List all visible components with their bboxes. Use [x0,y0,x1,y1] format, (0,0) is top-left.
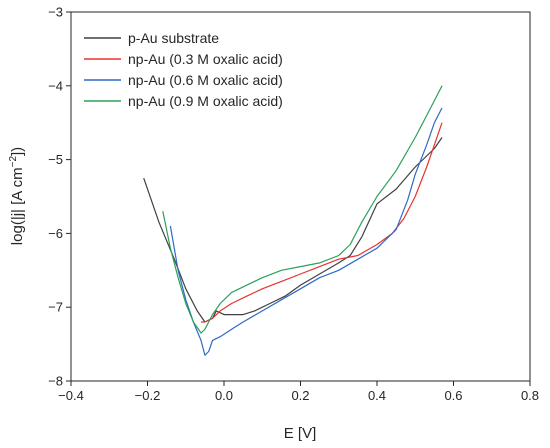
series-layer [143,85,443,356]
legend-label-2: np-Au (0.3 M oxalic acid) [128,51,283,67]
x-tick-label: −0.4 [58,388,84,403]
x-tick-label: 0.0 [215,388,233,403]
x-tick-label: 0.2 [291,388,309,403]
x-axis: −0.4 −0.2 0.0 0.2 0.4 0.6 0.8 [58,381,539,403]
x-tick-label: −0.2 [135,388,161,403]
legend-label-4: np-Au (0.9 M oxalic acid) [128,93,283,109]
y-tick-label: −3 [48,5,63,20]
y-axis-title-tail: ]) [9,147,26,156]
y-axis-title-superscript: −2 [8,156,19,168]
series-line-2 [201,122,443,323]
y-axis-title: log(|j| [A cm−2]) [8,147,26,245]
y-axis: −8 −7 −6 −5 −4 −3 [48,5,71,389]
x-tick-label: 0.4 [368,388,386,403]
series-line-4 [162,85,443,334]
y-tick-label: −6 [48,226,63,241]
y-tick-label: −4 [48,78,63,93]
series-line-1 [143,137,443,323]
y-tick-label: −7 [48,300,63,315]
x-axis-title: E [V] [284,425,317,442]
y-tick-label: −5 [48,152,63,167]
legend-label-3: np-Au (0.6 M oxalic acid) [128,72,283,88]
y-tick-label: −8 [48,374,63,389]
plot-area [70,11,531,382]
legend: p-Au substrate np-Au (0.3 M oxalic acid) n… [84,30,283,109]
x-tick-label: 0.8 [521,388,539,403]
legend-label-1: p-Au substrate [128,30,219,46]
y-axis-title-base: log(|j| [A cm [9,167,26,245]
x-tick-label: 0.6 [444,388,462,403]
series-line-3 [169,107,443,356]
